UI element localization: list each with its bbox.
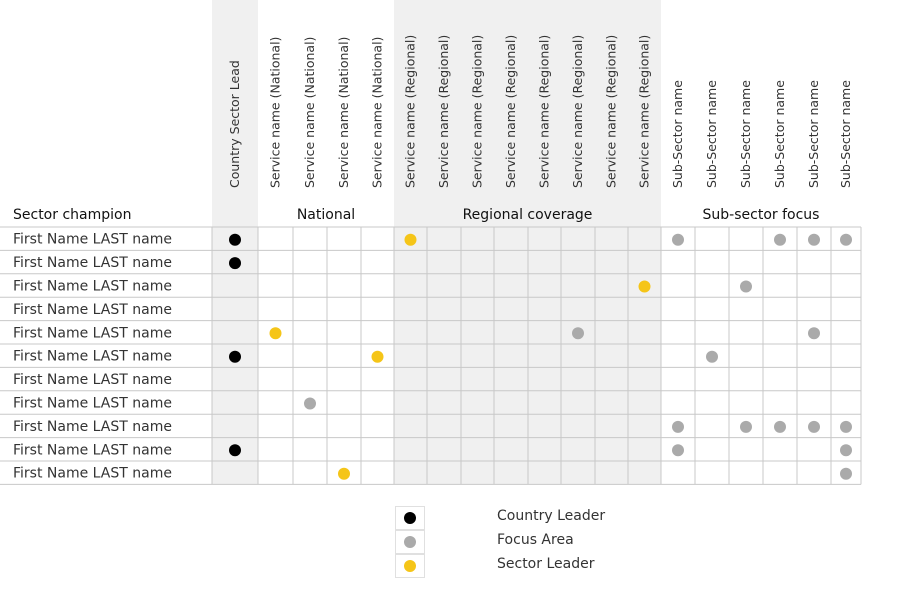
sector-leader-dot [371, 350, 384, 363]
country-leader-dot [229, 350, 241, 363]
column-header: Service name (Regional) [537, 35, 552, 188]
row-label: First Name LAST name [13, 419, 172, 435]
row-label: First Name LAST name [13, 255, 172, 271]
country-leader-legend-dot [404, 512, 416, 524]
column-header: Service name (Regional) [637, 35, 652, 188]
focus-area-dot [304, 397, 316, 410]
country-leader-dot [229, 257, 241, 270]
group-title: Sub-sector focus [703, 207, 820, 223]
row-label: First Name LAST name [13, 232, 172, 248]
focus-area-dot [840, 233, 852, 246]
focus-area-dot [774, 420, 786, 433]
group-title: National [297, 207, 355, 223]
column-header: Sub-Sector name [838, 80, 853, 188]
focus-area-dot [672, 233, 684, 246]
focus-area-dot [740, 420, 752, 433]
sector-leader-legend-dot [404, 560, 416, 572]
legend-label: Country Leader [497, 508, 606, 524]
legend: Country Leader Focus Area Sector Leader [395, 506, 715, 586]
focus-area-legend-dot [404, 536, 416, 548]
sector-leader-dot [638, 280, 651, 293]
column-header: Service name (National) [336, 37, 351, 188]
legend-label: Focus Area [497, 532, 574, 548]
row-label: First Name LAST name [13, 466, 172, 482]
row-label: First Name LAST name [13, 372, 172, 388]
legend-item: Focus Area [395, 530, 715, 554]
column-header: Service name (Regional) [503, 35, 518, 188]
column-header: Sub-Sector name [704, 80, 719, 188]
country-leader-dot [229, 233, 241, 246]
focus-area-dot [808, 420, 820, 433]
focus-area-dot [706, 350, 718, 363]
legend-swatch-box [395, 506, 425, 530]
focus-area-dot [672, 420, 684, 433]
row-label: First Name LAST name [13, 325, 172, 341]
sector-leader-dot [338, 467, 350, 480]
column-header: Sub-Sector name [738, 80, 753, 188]
country-leader-dot [229, 444, 241, 457]
column-header: Service name (Regional) [436, 35, 451, 188]
column-header: Service name (Regional) [470, 35, 485, 188]
column-header: Service name (National) [370, 37, 385, 188]
focus-area-dot [840, 420, 852, 433]
focus-area-dot [774, 233, 786, 246]
sector-matrix: Country Sector Lead Service name (Nationa… [0, 0, 862, 485]
column-header: Service name (Regional) [604, 35, 619, 188]
focus-area-dot [808, 327, 820, 340]
focus-area-dot [672, 444, 684, 457]
legend-label: Sector Leader [497, 556, 595, 572]
column-header: Sub-Sector name [670, 80, 685, 188]
legend-item: Country Leader [395, 506, 715, 530]
row-label: First Name LAST name [13, 302, 172, 318]
row-label: First Name LAST name [13, 396, 172, 412]
column-header: Service name (Regional) [403, 35, 418, 188]
legend-item: Sector Leader [395, 554, 715, 578]
group-title: Regional coverage [463, 207, 593, 223]
column-header: Sub-Sector name [806, 80, 821, 188]
row-label: First Name LAST name [13, 279, 172, 295]
legend-swatch-box [395, 530, 425, 554]
focus-area-dot [840, 467, 852, 480]
focus-area-dot [740, 280, 752, 293]
column-header: Service name (Regional) [570, 35, 585, 188]
column-header: Sub-Sector name [772, 80, 787, 188]
column-header: Country Sector Lead [227, 60, 242, 188]
row-header-title: Sector champion [13, 207, 131, 223]
row-label: First Name LAST name [13, 349, 172, 365]
column-header: Service name (National) [268, 37, 283, 188]
focus-area-dot [808, 233, 820, 246]
row-label: First Name LAST name [13, 442, 172, 458]
sector-leader-dot [404, 233, 417, 246]
column-header: Service name (National) [302, 37, 317, 188]
focus-area-dot [572, 327, 584, 340]
legend-swatch-box [395, 554, 425, 578]
sector-leader-dot [269, 327, 282, 340]
focus-area-dot [840, 444, 852, 457]
